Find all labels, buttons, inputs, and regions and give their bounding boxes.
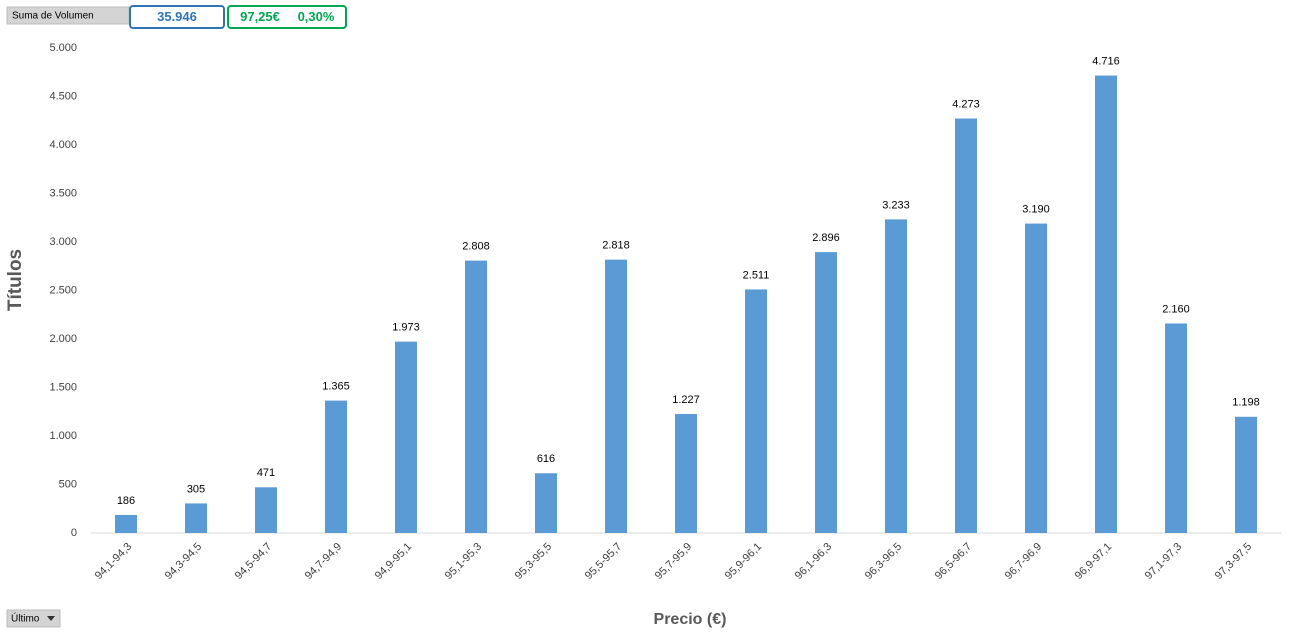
x-axis-title: Precio (€) bbox=[654, 611, 727, 628]
data-label: 2.808 bbox=[462, 241, 490, 253]
y-tick-label: 2.000 bbox=[49, 333, 77, 345]
bar bbox=[115, 514, 137, 533]
change-value: 0,30% bbox=[298, 9, 335, 24]
data-label: 1.198 bbox=[1232, 397, 1260, 409]
data-label: 1.365 bbox=[322, 381, 350, 393]
y-tick-label: 0 bbox=[71, 527, 77, 539]
bar bbox=[675, 413, 697, 533]
data-label: 2.160 bbox=[1162, 303, 1190, 315]
data-label: 2.511 bbox=[743, 269, 770, 281]
dropdown-arrow bbox=[47, 616, 55, 621]
data-label: 2.818 bbox=[602, 240, 630, 252]
filter-label: Último bbox=[11, 612, 40, 625]
x-tick-label: 97,1-97,3 bbox=[1143, 541, 1184, 582]
bar bbox=[1235, 416, 1257, 533]
bar bbox=[185, 503, 207, 533]
data-label: 3.190 bbox=[1022, 203, 1050, 215]
y-tick-label: 500 bbox=[59, 478, 77, 490]
filter-button[interactable] bbox=[6, 609, 61, 628]
x-tick-label: 97,3-97,5 bbox=[1213, 541, 1254, 582]
bar bbox=[1025, 223, 1047, 533]
data-label: 471 bbox=[257, 467, 275, 479]
bar bbox=[1095, 75, 1117, 533]
value-field-label: Suma de Volumen bbox=[12, 11, 94, 22]
x-tick-label: 95,9-96,1 bbox=[723, 541, 764, 582]
x-tick-label: 96,1-96,3 bbox=[793, 541, 834, 582]
y-tick-label: 3.000 bbox=[49, 236, 77, 248]
y-tick-label: 1.000 bbox=[49, 430, 77, 442]
x-tick-label: 95,1-95,3 bbox=[443, 541, 484, 582]
data-label: 4.273 bbox=[952, 98, 980, 110]
y-tick-label: 4.000 bbox=[49, 139, 77, 151]
y-tick-label: 4.500 bbox=[49, 90, 77, 102]
bar bbox=[1165, 323, 1187, 533]
bar bbox=[255, 487, 277, 533]
y-tick-label: 1.500 bbox=[49, 381, 77, 393]
bar bbox=[535, 473, 557, 533]
x-tick-label: 94,1-94,3 bbox=[93, 541, 134, 582]
data-label: 1.973 bbox=[392, 322, 420, 334]
x-tick-label: 95,3-95,5 bbox=[513, 541, 554, 582]
price-value: 97,25€ bbox=[240, 9, 280, 24]
data-label: 305 bbox=[187, 483, 205, 495]
bar bbox=[955, 118, 977, 534]
data-label: 186 bbox=[117, 495, 135, 507]
data-label: 1.227 bbox=[672, 394, 700, 406]
y-axis-title: Títulos bbox=[5, 249, 26, 311]
data-label: 616 bbox=[537, 453, 555, 465]
x-tick-label: 96,7-96,9 bbox=[1003, 541, 1044, 582]
y-tick-label: 5.000 bbox=[49, 42, 77, 54]
x-tick-label: 94,9-95,1 bbox=[373, 541, 414, 582]
price-box bbox=[227, 5, 347, 29]
x-tick-label: 96,5-96,7 bbox=[933, 541, 974, 582]
y-tick-label: 2.500 bbox=[49, 284, 77, 296]
total-value: 35.946 bbox=[157, 9, 197, 24]
data-label: 3.233 bbox=[882, 199, 910, 211]
data-label: 4.716 bbox=[1092, 55, 1120, 67]
x-tick-label: 94,3-94,5 bbox=[163, 541, 204, 582]
bar bbox=[605, 259, 627, 533]
x-tick-label: 96,3-96,5 bbox=[863, 541, 904, 582]
y-tick-label: 3.500 bbox=[49, 187, 77, 199]
bar bbox=[465, 260, 487, 533]
bar bbox=[325, 400, 347, 533]
x-tick-label: 95,7-95,9 bbox=[653, 541, 694, 582]
data-label: 2.896 bbox=[812, 232, 840, 244]
x-tick-label: 94,5-94,7 bbox=[233, 541, 274, 582]
bar bbox=[745, 289, 767, 533]
bar bbox=[815, 252, 837, 533]
bar bbox=[395, 341, 417, 533]
x-tick-label: 96,9-97,1 bbox=[1073, 541, 1114, 582]
x-tick-label: 95,5-95,7 bbox=[583, 541, 624, 582]
bar bbox=[885, 219, 907, 534]
total-box bbox=[129, 5, 225, 29]
x-tick-label: 94,7-94,9 bbox=[303, 541, 344, 582]
